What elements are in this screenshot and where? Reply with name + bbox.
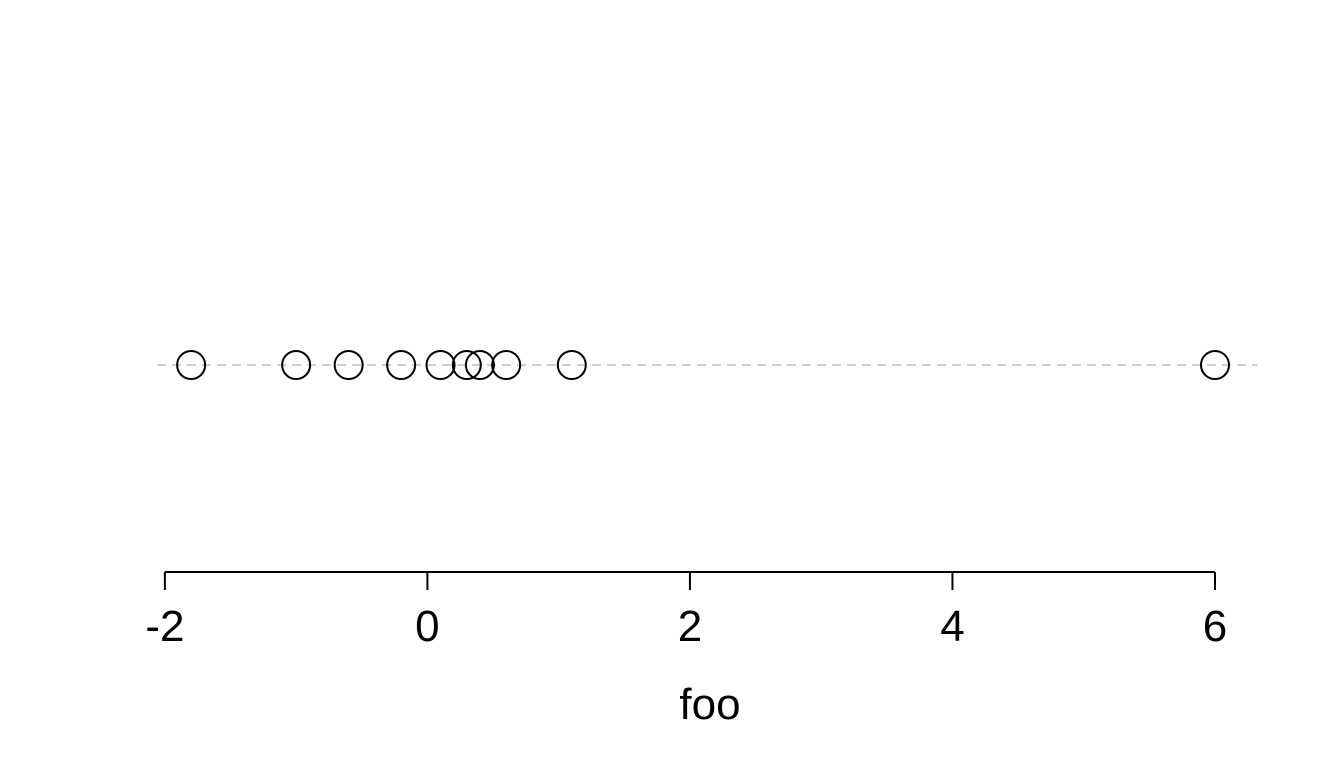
- x-tick-label: 6: [1203, 602, 1227, 651]
- data-point: [464, 350, 495, 380]
- data-point: [281, 350, 312, 380]
- x-axis-title: foo: [679, 680, 740, 729]
- data-point: [176, 350, 207, 380]
- x-tick-label: 4: [940, 602, 964, 651]
- data-point: [333, 350, 364, 380]
- x-axis: -2 0 2 4 6: [145, 571, 1227, 651]
- data-point: [425, 350, 456, 380]
- points-layer: [176, 350, 1230, 380]
- data-point: [451, 350, 482, 380]
- x-tick-label: -2: [145, 602, 184, 651]
- data-point: [491, 350, 522, 380]
- x-tick-label: 2: [678, 602, 702, 651]
- data-point: [556, 350, 587, 380]
- data-point: [386, 350, 417, 380]
- data-point: [1199, 350, 1230, 380]
- x-tick-label: 0: [415, 602, 439, 651]
